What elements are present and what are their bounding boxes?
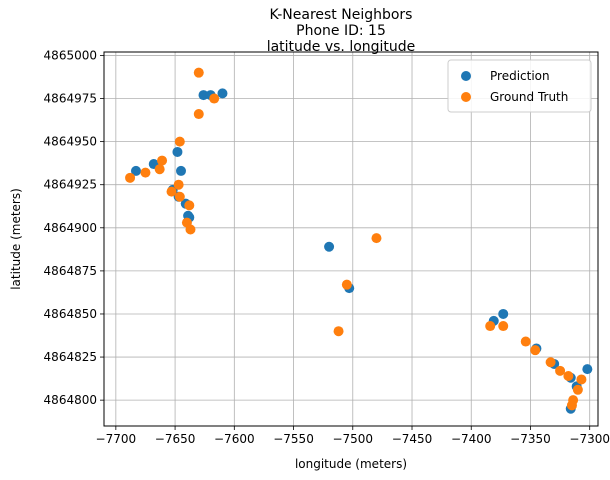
prediction-point [217,88,228,99]
ground-truth-point [563,371,574,382]
y-tick-label: 4864875 [44,264,97,278]
x-tick-label: −7600 [214,432,255,446]
y-tick-label: 4864975 [44,92,97,106]
ground-truth-point [485,321,496,332]
x-tick-label: −7550 [273,432,314,446]
ground-truth-point [174,136,185,147]
ground-truth-point [341,279,352,290]
prediction-point [172,146,183,157]
ground-truth-point [173,179,184,190]
x-tick-label: −7450 [392,432,433,446]
ground-truth-point [371,233,382,244]
legend-marker-ground-truth [461,92,471,102]
ground-truth-point [184,200,195,211]
plot-frame [103,51,599,427]
prediction-point [198,90,209,101]
ground-truth-point [125,172,136,183]
y-tick-label: 4864800 [44,393,97,407]
title-block: K-Nearest Neighbors Phone ID: 15 latitud… [86,7,596,55]
ground-truth-point [140,167,151,178]
ground-truth-point [576,374,587,385]
ground-truth-point [545,357,556,368]
x-tick-label: −7300 [569,432,610,446]
series-ground-truth [125,67,587,411]
ground-truth-point [333,326,344,337]
legend: Prediction Ground Truth [447,59,592,113]
prediction-point [324,241,335,252]
y-tick-label: 4864900 [44,221,97,235]
legend-label-prediction: Prediction [490,69,550,83]
ground-truth-point [193,109,204,120]
x-tick-label: −7500 [332,432,373,446]
ground-truth-point [566,400,577,411]
ground-truth-point [498,321,509,332]
ground-truth-point [520,336,531,347]
prediction-point [582,364,593,375]
ground-truth-point [530,345,541,356]
y-axis-ticks: 4864800 4864825 4864850 4864875 4864900 48649… [44,48,104,407]
y-axis-label: latitude (meters) [9,188,23,290]
ground-truth-point [572,384,583,395]
figure-suptitle-line-1: K-Nearest Neighbors [269,7,413,23]
figure-suptitle-line-2: Phone ID: 15 [296,23,386,39]
legend-label-ground-truth: Ground Truth [490,90,568,104]
ground-truth-point [555,365,566,376]
prediction-point [176,165,187,176]
x-tick-label: −7700 [96,432,137,446]
legend-box [447,59,592,113]
y-tick-label: 4864925 [44,178,97,192]
ground-truth-point [166,186,177,197]
x-tick-label: −7650 [155,432,196,446]
x-tick-label: −7400 [451,432,492,446]
ground-truth-point [185,224,196,235]
y-tick-label: 4865000 [44,48,97,62]
prediction-point [498,308,509,319]
y-tick-label: 4864825 [44,350,97,364]
ground-truth-point [209,93,220,104]
ground-truth-point [174,191,185,202]
data-points [125,67,593,414]
legend-marker-prediction [461,71,471,81]
x-axis-ticks: −7700 −7650 −7600 −7550 −7500 −7450 −7400 −7350… [96,426,610,446]
y-tick-label: 4864950 [44,135,97,149]
axes-title: latitude vs. longitude [266,39,416,55]
series-prediction [130,88,593,414]
prediction-point [130,165,141,176]
ground-truth-point [193,67,204,78]
y-tick-label: 4864850 [44,307,97,321]
x-tick-label: −7350 [510,432,551,446]
ground-truth-point [157,155,168,166]
x-axis-label: longitude (meters) [295,457,407,471]
ground-truth-point [154,164,165,175]
